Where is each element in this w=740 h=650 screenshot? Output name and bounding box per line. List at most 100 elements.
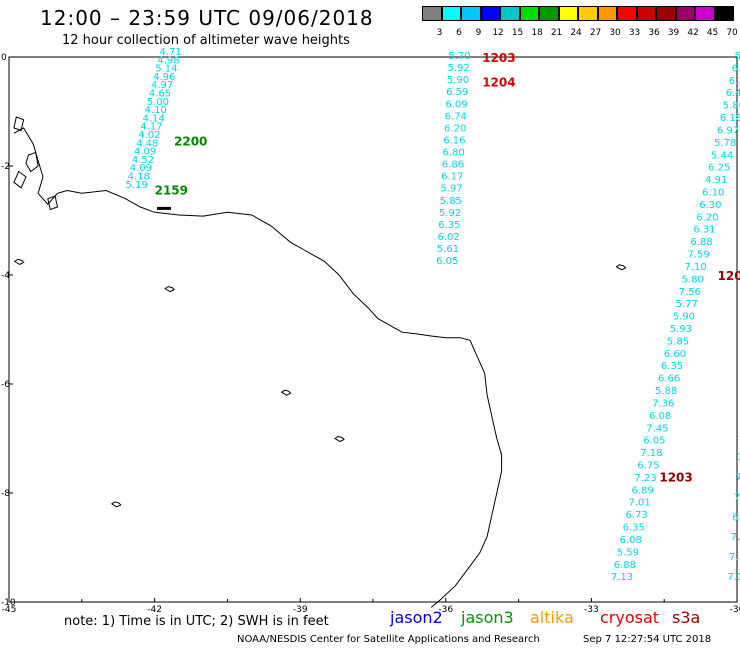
credit-text: NOAA/NESDIS Center for Satellite Applica… (237, 634, 540, 645)
wave-height-label: 7.23 (634, 473, 656, 484)
color-swatch (422, 6, 442, 21)
x-tick-label: -33 (584, 605, 599, 615)
color-scale-label: 18 (531, 28, 543, 38)
wave-height-label: 6.97 (717, 125, 739, 136)
wave-height-label: 6.02 (438, 232, 460, 243)
wave-height-label: 6.75 (637, 461, 659, 472)
color-swatch (558, 6, 578, 21)
color-scale-label: 6 (456, 28, 462, 38)
y-tick-label: -4 (1, 271, 10, 281)
wave-height-label: 7.18 (640, 448, 662, 459)
color-swatch (656, 6, 676, 21)
island (164, 286, 176, 293)
page-subtitle: 12 hour collection of altimeter wave hei… (62, 33, 350, 48)
wave-height-label: 4.65 (149, 89, 171, 100)
wave-height-label: 5.90 (447, 75, 469, 86)
wave-height-label: 6.20 (444, 123, 466, 134)
color-swatch (695, 6, 715, 21)
wave-height-label: 6.1 (732, 63, 740, 74)
y-tick-label: 0 (1, 53, 7, 63)
y-tick-label: -6 (1, 380, 10, 390)
wave-height-label: 7.45 (646, 423, 668, 434)
footer-note: note: 1) Time is in UTC; 2) SWH is in fe… (64, 614, 329, 629)
wave-height-label: 5.92 (439, 208, 461, 219)
wave-height-label: 5.88 (655, 386, 677, 397)
color-scale-label: 24 (570, 28, 582, 38)
wave-height-label: 6.09 (445, 99, 467, 110)
island (25, 151, 39, 173)
wave-height-label: 4.14 (142, 113, 164, 124)
wave-height-label: 6.20 (696, 212, 718, 223)
wave-height-label: 5.70 (448, 51, 470, 62)
wave-height-label: 6.66 (658, 374, 680, 385)
color-swatch (578, 6, 598, 21)
wave-height-label: 7.59 (687, 250, 709, 261)
wave-height-label: 6.73 (626, 510, 648, 521)
x-tick-label: -39 (293, 605, 308, 615)
wave-height-label: 7.14 (729, 552, 740, 563)
color-scale-label: 21 (550, 28, 563, 38)
color-scale-label: 42 (687, 28, 699, 38)
color-swatch (539, 6, 559, 21)
island (13, 258, 25, 265)
wave-height-label: 4.18 (128, 172, 150, 183)
color-scale-label: 30 (609, 28, 621, 38)
wave-height-label: 5.61 (437, 244, 459, 255)
color-scale-label: 39 (667, 28, 680, 38)
wave-height-label: 6.08 (732, 512, 740, 523)
wave-height-label: 6.08 (649, 411, 671, 422)
color-swatch (617, 6, 637, 21)
color-swatch (519, 6, 539, 21)
color-scale-label: 33 (628, 28, 641, 38)
wave-height-label: 4.98 (157, 55, 179, 66)
color-scale-label: 3 (436, 28, 443, 38)
wave-height-label: 6.08 (620, 535, 642, 546)
island (615, 264, 627, 271)
wave-height-label: 4.91 (705, 175, 727, 186)
wave-height-label: 6.18 (720, 113, 740, 124)
color-swatch (500, 6, 520, 21)
x-tick-label: -36 (438, 605, 453, 615)
x-tick-label: -30 (730, 605, 740, 615)
color-scale-label: 70 (726, 28, 738, 38)
color-swatch (441, 6, 461, 21)
pass-time-label: 1203 (659, 471, 692, 485)
wave-height-label: 4.71 (159, 47, 181, 58)
wave-height-label: 5.93 (670, 324, 692, 335)
wave-height-label: 6.40 (726, 88, 740, 99)
wave-height-label: 7.01 (628, 498, 650, 509)
wave-height-label: 6.35 (438, 220, 460, 231)
wave-height-label: 7.13 (611, 572, 633, 583)
wave-height-label: 4.97 (151, 80, 173, 91)
wave-height-label: 6.31 (693, 225, 715, 236)
page-title: 12:00 – 23:59 UTC 09/06/2018 (40, 6, 374, 30)
island (280, 389, 292, 396)
island (334, 435, 345, 443)
pass-time-label: 2159 (155, 184, 188, 198)
x-tick-label: -45 (2, 605, 17, 615)
pass-time-label: 1203 (482, 51, 515, 65)
wave-height-label: 6.60 (664, 349, 686, 360)
wave-height-label: 6.35 (623, 523, 645, 534)
wave-height-label: 5.97 (440, 184, 462, 195)
pass-time-label: 2200 (174, 134, 207, 148)
wave-height-label: 4.10 (145, 105, 167, 116)
wave-height-label: 6.05 (643, 436, 665, 447)
wave-height-label: 7.51 (735, 472, 740, 483)
color-swatch (461, 6, 481, 21)
wave-height-label: 4.02 (138, 130, 160, 141)
wave-height-label: 7.18 (727, 572, 740, 583)
pass-time-label: 120 (718, 269, 740, 283)
wave-height-label: 5.44 (711, 150, 733, 161)
wave-height-label: 6.25 (708, 163, 730, 174)
color-scale-label: 27 (589, 28, 602, 38)
wave-height-label: 4.52 (132, 155, 154, 166)
color-scale-label: 12 (492, 28, 504, 38)
island (157, 206, 172, 210)
wave-height-label: 5.92 (448, 63, 470, 74)
satellite-cryosat: cryosat (600, 608, 660, 627)
wave-height-label: 4.17 (140, 122, 162, 133)
wave-height-label: 6.35 (661, 361, 683, 372)
